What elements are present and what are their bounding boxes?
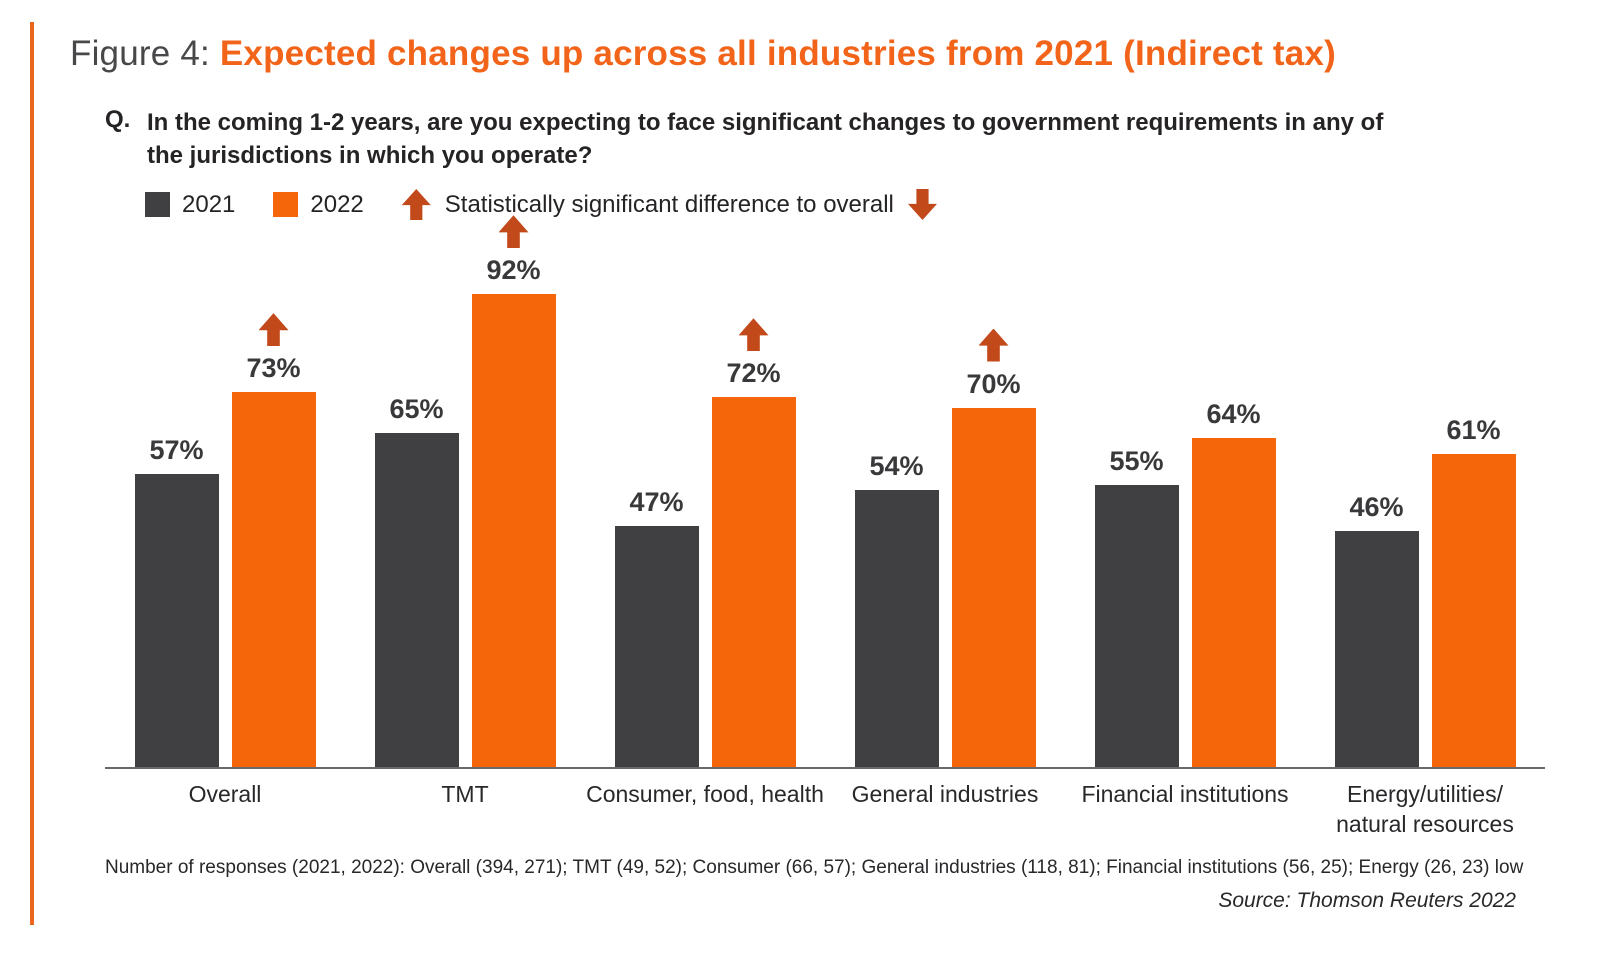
legend-label-2022: 2022 bbox=[310, 190, 364, 218]
bar-column-2022-financial-institutions: 64% bbox=[1191, 399, 1276, 768]
legend-label-2021: 2021 bbox=[182, 190, 236, 218]
bar-column-2021-tmt: 65% bbox=[374, 394, 459, 768]
bar-2022-general-industries bbox=[951, 407, 1036, 768]
bar-column-2022-tmt: 92% bbox=[471, 215, 556, 768]
footnote: Number of responses (2021, 2022): Overal… bbox=[105, 857, 1524, 878]
bar-2022-energy-utilities-natural-resources bbox=[1431, 453, 1516, 768]
bar-2021-energy-utilities-natural-resources bbox=[1334, 531, 1419, 768]
x-label-line: Consumer, food, health bbox=[586, 781, 824, 807]
significance-up-arrow-icon bbox=[738, 318, 769, 352]
question-prefix: Q. bbox=[105, 106, 131, 133]
figure-title-text: Expected changes up across all industrie… bbox=[219, 34, 1336, 73]
question-block: Q. In the coming 1-2 years, are you expe… bbox=[105, 106, 1383, 172]
bar-group-general-industries: 54% 70% bbox=[825, 212, 1065, 768]
bar-group-consumer-food-health: 47% 72% bbox=[585, 212, 825, 768]
bar-chart: 57% 73% 65% 92% 47% 72% 54% 70% 55% 64% 46% 61% bbox=[105, 212, 1545, 768]
x-label-consumer-food-health: Consumer, food, health bbox=[585, 779, 825, 839]
x-label-overall: Overall bbox=[105, 779, 345, 839]
significance-up-arrow-icon bbox=[498, 215, 529, 249]
x-label-tmt: TMT bbox=[345, 779, 585, 839]
bar-value-label: 55% bbox=[1109, 445, 1164, 476]
bar-group-energy-utilities-natural-resources: 46% 61% bbox=[1305, 212, 1545, 768]
question-text: In the coming 1-2 years, are you expecti… bbox=[147, 106, 1383, 172]
bar-group-tmt: 65% 92% bbox=[345, 212, 585, 768]
bar-2022-overall bbox=[231, 392, 316, 768]
x-label-line: TMT bbox=[441, 781, 489, 807]
bar-column-2021-general-industries: 54% bbox=[854, 450, 939, 768]
figure-label: Figure 4: bbox=[70, 34, 210, 73]
legend-swatch-2022 bbox=[273, 192, 299, 217]
legend-significance-label: Statistically significant difference to … bbox=[444, 190, 894, 218]
bar-2022-financial-institutions bbox=[1191, 438, 1276, 768]
significance-up-arrow-icon bbox=[978, 328, 1009, 362]
bar-value-label: 57% bbox=[149, 435, 204, 466]
bar-column-2021-consumer-food-health: 47% bbox=[614, 486, 699, 768]
x-axis-labels: Overall TMT Consumer, food, health General … bbox=[105, 779, 1545, 839]
bar-2022-tmt bbox=[471, 294, 556, 768]
accent-line bbox=[30, 22, 34, 925]
bar-value-label: 61% bbox=[1446, 414, 1501, 445]
x-label-line: General industries bbox=[851, 781, 1039, 807]
question-line-1: In the coming 1-2 years, are you expecti… bbox=[147, 109, 1384, 136]
bar-value-label: 72% bbox=[726, 358, 781, 389]
bar-2021-financial-institutions bbox=[1094, 484, 1179, 768]
bar-column-2021-energy-utilities-natural-resources: 46% bbox=[1334, 492, 1419, 768]
x-label-line: Energy/utilities/ bbox=[1347, 781, 1503, 807]
bar-group-financial-institutions: 55% 64% bbox=[1065, 212, 1305, 768]
bar-2021-general-industries bbox=[854, 489, 939, 768]
chart-legend: 2021 2022 Statistically significant diff… bbox=[145, 189, 937, 220]
source-credit: Source: Thomson Reuters 2022 bbox=[1218, 889, 1516, 912]
bar-2021-consumer-food-health bbox=[614, 525, 699, 768]
bar-group-overall: 57% 73% bbox=[105, 212, 345, 768]
x-label-financial-institutions: Financial institutions bbox=[1065, 779, 1305, 839]
bar-column-2022-overall: 73% bbox=[231, 313, 316, 768]
x-label-general-industries: General industries bbox=[825, 779, 1065, 839]
bar-value-label: 65% bbox=[389, 394, 444, 425]
bar-column-2022-energy-utilities-natural-resources: 61% bbox=[1431, 414, 1516, 768]
bar-value-label: 47% bbox=[629, 486, 684, 517]
bar-2021-overall bbox=[134, 474, 219, 768]
bar-2021-tmt bbox=[374, 433, 459, 768]
bar-value-label: 92% bbox=[486, 255, 541, 286]
x-label-line: Financial institutions bbox=[1081, 781, 1289, 807]
legend-swatch-2021 bbox=[145, 192, 170, 217]
x-axis-line bbox=[105, 767, 1545, 769]
bar-column-2021-overall: 57% bbox=[134, 435, 219, 768]
bar-value-label: 73% bbox=[246, 353, 301, 384]
bar-column-2022-consumer-food-health: 72% bbox=[711, 318, 796, 768]
bar-column-2022-general-industries: 70% bbox=[951, 328, 1036, 768]
bar-value-label: 54% bbox=[869, 450, 924, 481]
bar-2022-consumer-food-health bbox=[711, 397, 796, 768]
figure-title: Figure 4: Expected changes up across all… bbox=[70, 34, 1336, 74]
x-label-line: Overall bbox=[188, 781, 262, 807]
question-line-2: the jurisdictions in which you operate? bbox=[147, 142, 593, 169]
x-label-energy-utilities-natural-resources: Energy/utilities/natural resources bbox=[1305, 779, 1545, 839]
x-label-line: natural resources bbox=[1336, 811, 1514, 837]
bar-value-label: 70% bbox=[966, 368, 1021, 399]
bar-value-label: 46% bbox=[1349, 492, 1404, 523]
bar-column-2021-financial-institutions: 55% bbox=[1094, 445, 1179, 768]
bar-value-label: 64% bbox=[1206, 399, 1261, 430]
significance-up-arrow-icon bbox=[258, 313, 289, 347]
